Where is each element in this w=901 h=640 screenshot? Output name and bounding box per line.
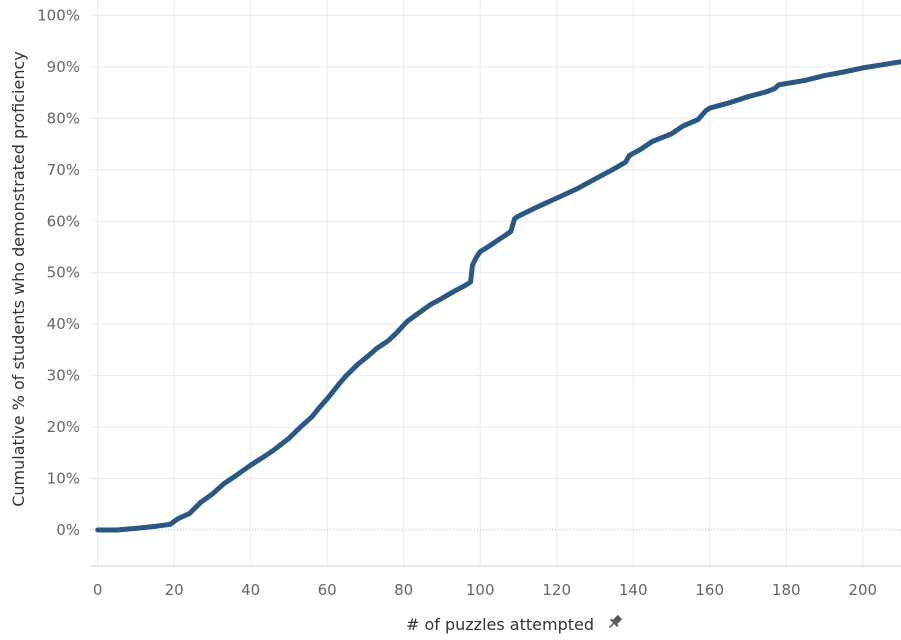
x-tick-label: 20 <box>165 581 184 599</box>
series-line <box>95 59 901 533</box>
y-axis-ticks: 0% 10% 20% 30% 40% 50% 60% 70% 80% 90% 100% <box>37 6 80 539</box>
y-tick-label: 40% <box>47 315 80 333</box>
y-tick-label: 0% <box>56 521 80 539</box>
y-tick-label: 90% <box>47 58 80 76</box>
x-axis-title: # of puzzles attempted <box>406 615 594 634</box>
x-tick-label: 60 <box>318 581 337 599</box>
x-tick-label: 160 <box>695 581 724 599</box>
x-axis-ticks: 0 20 40 60 80 100 120 140 160 180 200 <box>93 581 877 599</box>
y-tick-label: 60% <box>47 212 80 230</box>
y-tick-label: 20% <box>47 418 80 436</box>
y-tick-label: 70% <box>47 161 80 179</box>
x-tick-label: 40 <box>241 581 260 599</box>
x-tick-label: 0 <box>93 581 103 599</box>
x-tick-label: 100 <box>466 581 495 599</box>
y-tick-label: 10% <box>47 470 80 488</box>
y-tick-label: 50% <box>47 264 80 282</box>
grid-lines <box>90 0 901 566</box>
pin-icon[interactable] <box>606 614 624 632</box>
x-tick-label: 200 <box>848 581 877 599</box>
y-axis-title: Cumulative % of students who demonstrate… <box>9 51 28 507</box>
x-tick-label: 140 <box>619 581 648 599</box>
x-tick-label: 120 <box>542 581 571 599</box>
y-tick-label: 100% <box>37 6 80 24</box>
x-tick-label: 80 <box>394 581 413 599</box>
x-tick-label: 180 <box>772 581 801 599</box>
y-tick-label: 30% <box>47 367 80 385</box>
y-tick-label: 80% <box>47 109 80 127</box>
